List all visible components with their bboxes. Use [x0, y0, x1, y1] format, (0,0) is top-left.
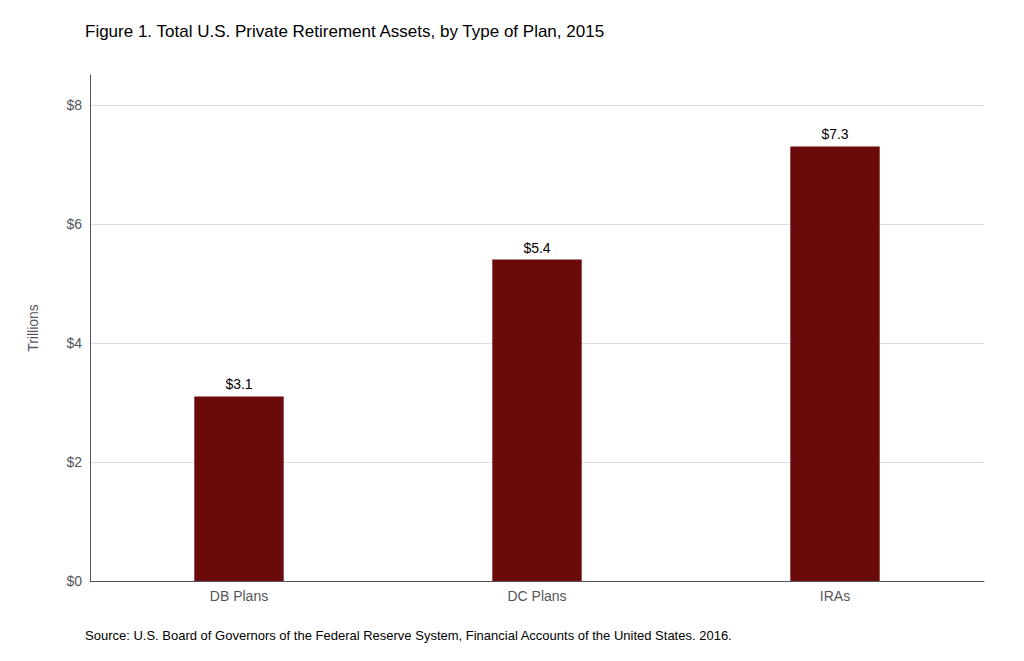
svg-text:DB Plans: DB Plans — [210, 588, 268, 604]
svg-text:$2: $2 — [66, 454, 82, 470]
svg-text:Source: U.S. Board of Governor: Source: U.S. Board of Governors of the F… — [85, 628, 732, 643]
svg-text:IRAs: IRAs — [820, 588, 850, 604]
svg-text:$0: $0 — [66, 573, 82, 589]
svg-text:DC Plans: DC Plans — [507, 588, 566, 604]
svg-text:$7.3: $7.3 — [821, 126, 848, 142]
svg-text:Trillions: Trillions — [25, 304, 41, 352]
svg-text:$3.1: $3.1 — [225, 376, 252, 392]
svg-text:Figure 1. Total U.S. Private R: Figure 1. Total U.S. Private Retirement … — [85, 22, 604, 41]
svg-text:$5.4: $5.4 — [523, 240, 550, 256]
svg-text:$6: $6 — [66, 216, 82, 232]
svg-text:$4: $4 — [66, 335, 82, 351]
svg-text:$8: $8 — [66, 97, 82, 113]
